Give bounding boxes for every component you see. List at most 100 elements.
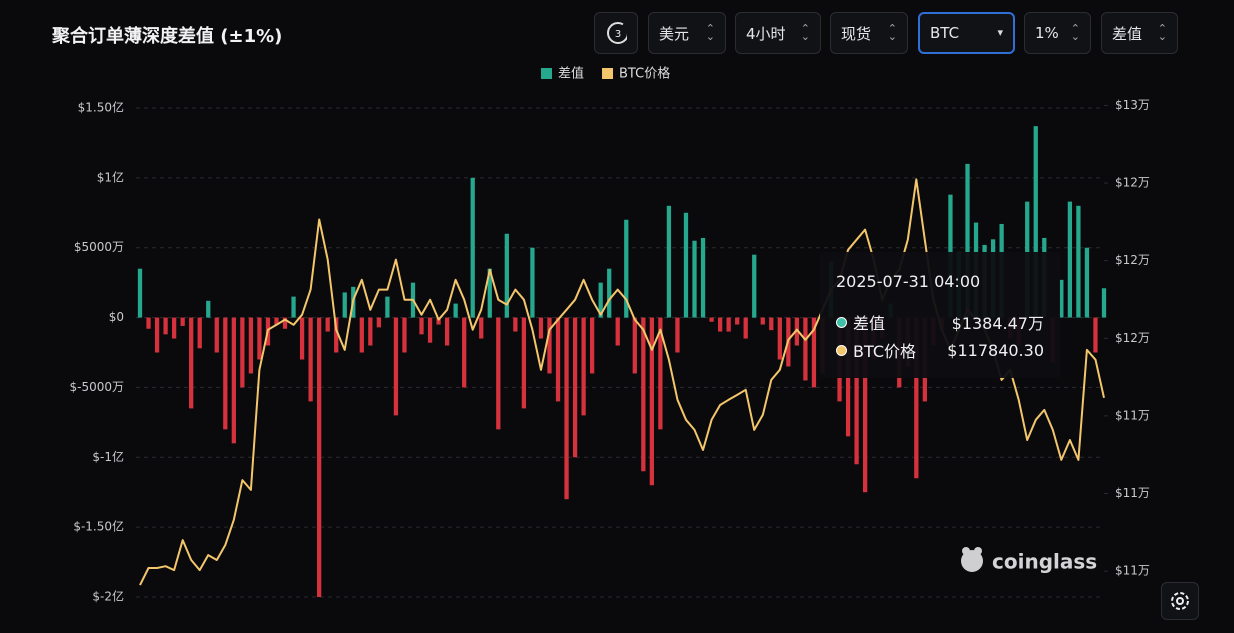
option-label: 现货 [841,24,872,43]
metric-select[interactable]: 差值 ⌃ ⌄ [1101,12,1178,54]
bar [590,317,595,374]
bar [530,247,535,318]
bar [598,282,603,318]
market-select[interactable]: 现货 ⌃ ⌄ [830,12,908,54]
bar [572,317,578,458]
bar [564,317,569,500]
y-tick-label: $-2亿 [92,589,124,604]
y-tick-label: $-1亿 [92,449,124,464]
bar [786,317,791,367]
bar [436,317,441,325]
bar [462,317,467,388]
legend-label: 差值 [558,66,584,82]
currency-select[interactable]: 美元 ⌃ ⌄ [648,12,726,54]
bar [197,317,202,349]
bar [146,317,151,329]
bar [479,317,484,339]
bar [811,317,817,388]
bar [171,317,177,339]
symbol-select[interactable]: BTC ▾ [918,12,1015,54]
refresh-button[interactable]: 3 [594,12,638,54]
bar [700,237,706,318]
y2-tick-label: $11万 [1115,486,1150,500]
bar [444,317,450,346]
bar [180,317,185,326]
bar [240,317,245,388]
bar [581,317,586,416]
chevron: ⌃ ⌄ [1070,22,1080,43]
y-tick-label: $1亿 [97,169,124,184]
bar [206,300,211,318]
bar [453,303,458,318]
tooltip-title: 2025-07-31 04:00 [836,272,981,291]
bar [342,292,347,318]
bar [607,268,612,318]
bar [513,317,518,332]
bar [760,317,765,325]
chevron: ⌃ ⌄ [887,22,897,43]
watermark-text: coinglass [992,550,1097,574]
bar [419,317,424,335]
bar [1067,201,1073,318]
page-title: 聚合订单薄深度差值 (±1%) [52,26,283,47]
bar [487,268,492,318]
y-tick-label: $0 [109,310,124,324]
legend-swatch [541,68,552,79]
bar [555,317,561,402]
y2-tick-label: $12万 [1115,253,1150,267]
bar [189,317,194,409]
bar [410,282,416,318]
bar [615,317,620,346]
range-select[interactable]: 1% ⌃ ⌄ [1024,12,1091,54]
bar [777,317,782,360]
y2-tick-label: $12万 [1115,176,1150,190]
bar [632,317,637,374]
bar [282,317,288,329]
refresh-count: 3 [615,29,621,40]
bar [376,317,381,328]
bar [624,219,629,318]
option-label: 1% [1035,24,1059,42]
y-tick-label: $1.50亿 [78,100,124,115]
bar [1093,317,1098,353]
bar [547,317,552,374]
bar [1101,288,1107,318]
bar [317,317,322,597]
option-label: 4小时 [746,24,786,43]
bar [666,205,672,318]
interval-select[interactable]: 4小时 ⌃ ⌄ [735,12,821,54]
legend-swatch [602,68,614,79]
settings-button[interactable] [1161,582,1199,620]
bar [334,317,339,353]
bar [385,296,390,318]
bar [427,317,433,343]
bar [137,268,143,318]
bar [683,212,689,318]
bar [291,296,296,318]
refresh-icon: 3 [607,22,627,44]
bar [743,317,748,339]
tooltip-row: BTC价格 $117840.30 [836,338,1044,362]
tooltip-dot [836,344,847,356]
bar [248,317,254,374]
bar [735,317,740,325]
bar [726,317,731,332]
chevron: ⌃ ⌄ [800,22,810,43]
bar [325,317,330,332]
option-label: BTC [930,24,960,42]
chevron: ⌃ ⌄ [705,22,715,43]
bar [308,317,313,402]
bar [231,317,236,444]
bar [470,177,475,318]
legend-label: BTC价格 [619,66,670,82]
tooltip-value: $1384.47万 [951,314,1044,333]
tooltip-name: BTC价格 [853,342,916,361]
bar [154,317,160,353]
y-tick-label: $-1.50亿 [73,519,124,534]
bar [521,317,527,409]
price-line [139,178,1105,586]
bar [223,317,228,430]
bar [359,317,364,353]
y-tick-label: $5000万 [74,240,124,254]
